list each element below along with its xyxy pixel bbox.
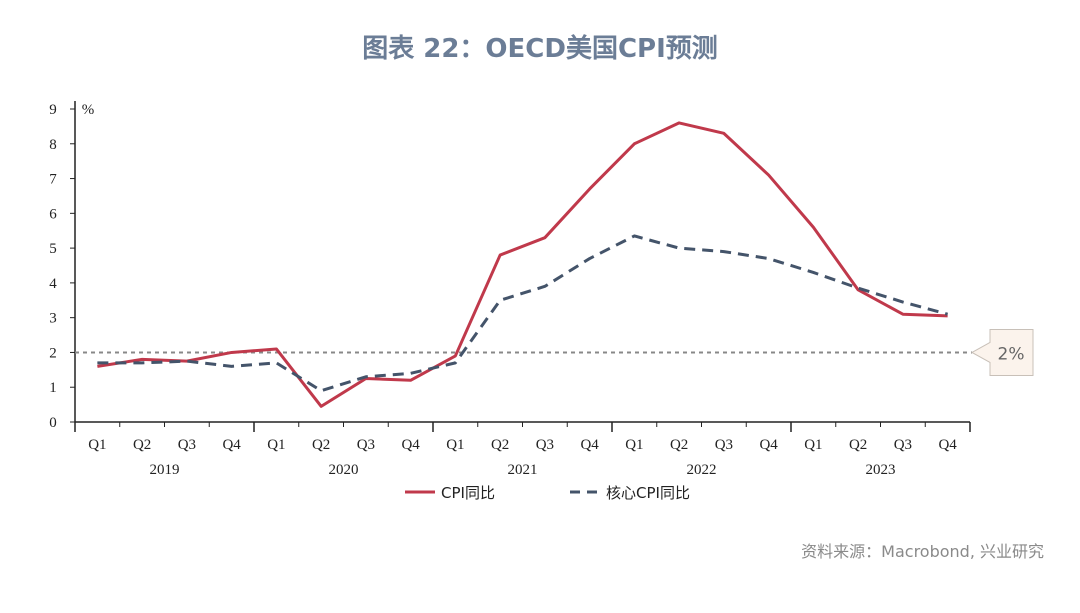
- x-tick-label: Q3: [536, 437, 554, 453]
- x-tick-label: Q1: [446, 437, 464, 453]
- x-tick-label: Q2: [133, 437, 151, 453]
- x-tick-label: Q1: [88, 437, 106, 453]
- x-tick-label: Q4: [222, 437, 241, 453]
- y-tick-label: 5: [49, 241, 57, 257]
- x-tick-label: Q3: [178, 437, 196, 453]
- x-tick-label: Q4: [759, 437, 778, 453]
- source-note: 资料来源：Macrobond, 兴业研究: [801, 542, 1044, 561]
- y-tick-label: 3: [49, 311, 57, 327]
- reference-label: 2%: [998, 344, 1025, 364]
- x-tick-label: Q4: [938, 437, 957, 453]
- x-tick-label: Q2: [670, 437, 688, 453]
- x-tick-label: Q2: [849, 437, 867, 453]
- y-tick-label: 0: [49, 415, 57, 431]
- x-tick-label: Q2: [312, 437, 330, 453]
- x-tick-label: Q3: [894, 437, 912, 453]
- x-tick-label: Q3: [715, 437, 733, 453]
- x-tick-label: Q3: [357, 437, 375, 453]
- series-line-core-cpi: [97, 234, 949, 393]
- legend-label: CPI同比: [441, 484, 495, 502]
- y-tick-label: 9: [49, 102, 57, 118]
- x-tick-label: Q1: [804, 437, 822, 453]
- x-tick-label: Q1: [625, 437, 643, 453]
- y-tick-label: 4: [49, 276, 57, 292]
- x-tick-label: Q2: [491, 437, 509, 453]
- y-tick-label: 6: [49, 206, 57, 222]
- y-axis-unit: %: [82, 102, 95, 118]
- x-tick-label: Q1: [267, 437, 285, 453]
- y-tick-label: 7: [49, 172, 57, 188]
- year-label: 2019: [150, 462, 180, 478]
- year-label: 2023: [866, 462, 896, 478]
- y-tick-label: 8: [49, 137, 57, 153]
- y-tick-label: 1: [49, 380, 57, 396]
- year-label: 2020: [329, 462, 359, 478]
- legend-label: 核心CPI同比: [606, 484, 690, 502]
- reference-callout: [970, 328, 1034, 376]
- chart-title: 图表 22：OECD美国CPI预测: [362, 34, 718, 64]
- series-line-cpi: [97, 121, 948, 408]
- year-label: 2022: [687, 462, 717, 478]
- x-tick-label: Q4: [401, 437, 420, 453]
- x-tick-label: Q4: [580, 437, 599, 453]
- y-tick-label: 2: [49, 345, 57, 361]
- year-label: 2021: [508, 462, 538, 478]
